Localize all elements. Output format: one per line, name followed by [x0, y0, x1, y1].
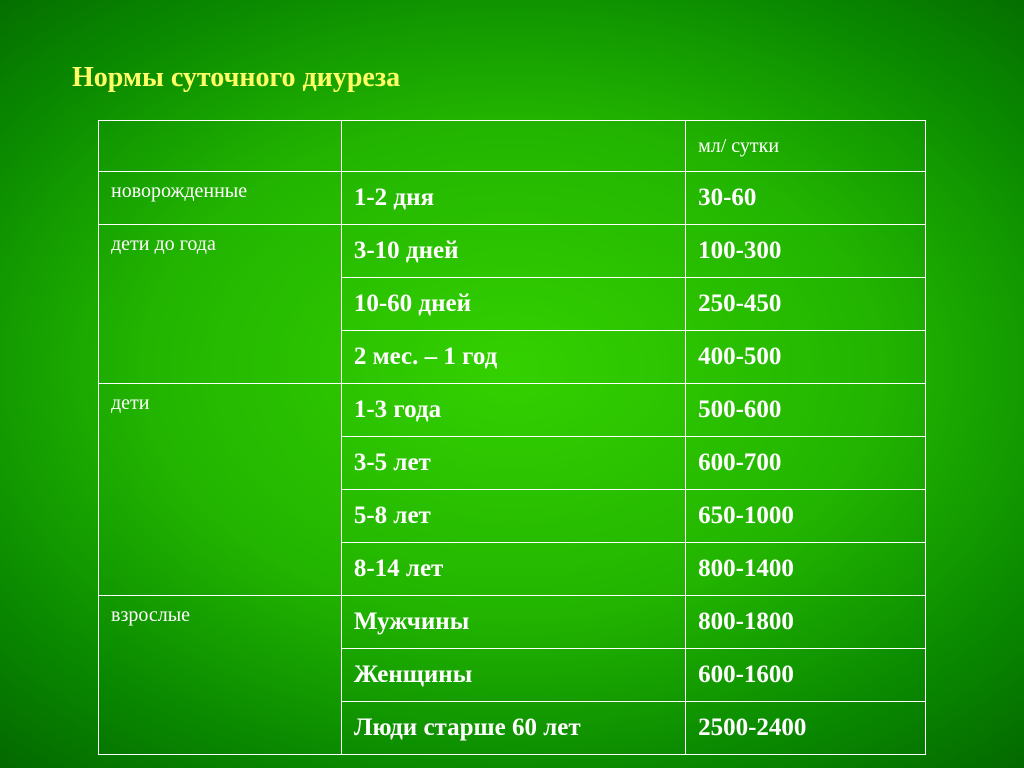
cell-category: новорожденные: [99, 172, 342, 225]
cell-category: дети до года: [99, 225, 342, 384]
cell-age: 1-3 года: [341, 384, 685, 437]
cell-age: 10-60 дней: [341, 278, 685, 331]
cell-value: 600-700: [686, 437, 926, 490]
cell-value: 800-1800: [686, 596, 926, 649]
cell-category: взрослые: [99, 596, 342, 755]
table-row: дети 1-3 года 500-600: [99, 384, 926, 437]
cell-value: 600-1600: [686, 649, 926, 702]
cell-age: 8-14 лет: [341, 543, 685, 596]
table-row: новорожденные 1-2 дня 30-60: [99, 172, 926, 225]
table-row: дети до года 3-10 дней 100-300: [99, 225, 926, 278]
table-row: взрослые Мужчины 800-1800: [99, 596, 926, 649]
cell-value: 650-1000: [686, 490, 926, 543]
diuresis-table: мл/ сутки новорожденные 1-2 дня 30-60 де…: [98, 120, 926, 755]
cell-category: дети: [99, 384, 342, 596]
header-unit: мл/ сутки: [686, 121, 926, 172]
cell-age: Люди старше 60 лет: [341, 702, 685, 755]
slide: Нормы суточного диуреза мл/ сутки новоро…: [0, 0, 1024, 768]
cell-value: 30-60: [686, 172, 926, 225]
cell-age: 2 мес. – 1 год: [341, 331, 685, 384]
cell-age: Мужчины: [341, 596, 685, 649]
cell-age: 3-10 дней: [341, 225, 685, 278]
cell-age: 5-8 лет: [341, 490, 685, 543]
cell-value: 400-500: [686, 331, 926, 384]
cell-value: 800-1400: [686, 543, 926, 596]
cell-age: Женщины: [341, 649, 685, 702]
header-empty-1: [99, 121, 342, 172]
cell-age: 3-5 лет: [341, 437, 685, 490]
cell-value: 100-300: [686, 225, 926, 278]
cell-value: 500-600: [686, 384, 926, 437]
header-empty-2: [341, 121, 685, 172]
cell-value: 250-450: [686, 278, 926, 331]
cell-value: 2500-2400: [686, 702, 926, 755]
cell-age: 1-2 дня: [341, 172, 685, 225]
slide-title: Нормы суточного диуреза: [72, 62, 400, 94]
table-header-row: мл/ сутки: [99, 121, 926, 172]
